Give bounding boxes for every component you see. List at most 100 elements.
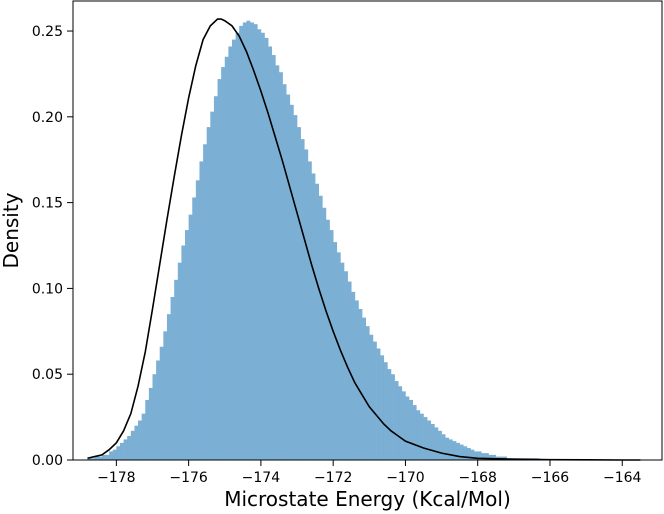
histogram-bar <box>141 413 146 460</box>
x-tick-label: −168 <box>458 470 496 486</box>
histogram-bar <box>430 423 435 460</box>
histogram-bar <box>351 291 356 460</box>
histogram-bar <box>409 399 413 460</box>
histogram-bar <box>235 32 240 461</box>
histogram-bar <box>336 252 341 460</box>
histogram-bar <box>101 454 106 460</box>
histogram-bar <box>383 362 388 460</box>
y-axis-label: Density <box>0 192 23 268</box>
histogram-bar <box>119 442 124 460</box>
histogram-bar <box>441 434 446 460</box>
histogram-bar <box>130 430 135 460</box>
histogram-bar <box>293 115 298 461</box>
histogram-bars <box>87 20 540 461</box>
histogram-bar <box>87 458 92 460</box>
histogram-bar <box>221 67 226 460</box>
histogram-bar <box>264 37 269 460</box>
histogram-bar <box>148 387 153 460</box>
histogram-bar <box>416 410 421 460</box>
histogram-bar <box>423 417 428 460</box>
histogram-bar <box>181 245 186 460</box>
histogram-bar <box>94 456 99 460</box>
histogram-bar <box>116 446 121 460</box>
histogram-bar <box>260 32 265 461</box>
histogram-bar <box>250 22 254 460</box>
histogram-bar <box>239 25 244 460</box>
histogram-bar <box>177 262 182 460</box>
histogram-bar <box>456 442 460 460</box>
histogram-bar <box>448 439 453 460</box>
histogram-bar <box>242 22 247 460</box>
y-tick-label: 0.10 <box>32 281 63 297</box>
histogram-bar <box>123 439 128 460</box>
x-tick-label: −176 <box>169 470 208 486</box>
histogram-bar <box>91 458 95 460</box>
histogram-bar <box>466 447 471 460</box>
histogram-bar <box>434 427 439 460</box>
histogram-bar <box>452 441 457 460</box>
histogram-bar <box>372 341 377 460</box>
plot-frame <box>72 0 663 461</box>
histogram-bar <box>253 24 258 460</box>
y-axis-ticks: 0.00 0.05 0.10 0.15 0.20 0.25 <box>32 24 73 469</box>
histogram-bar <box>470 449 475 460</box>
histogram-bar <box>380 355 385 460</box>
histogram-bar <box>419 413 424 460</box>
histogram-bar <box>152 374 157 460</box>
x-tick-label: −178 <box>97 470 135 486</box>
histogram-bar <box>174 279 179 460</box>
histogram-bar <box>166 314 171 460</box>
y-tick-label: 0.25 <box>32 24 63 40</box>
histogram-bar <box>315 183 320 461</box>
histogram-bar <box>206 127 211 461</box>
histogram-bar <box>228 46 233 460</box>
histogram-bar <box>257 29 262 461</box>
histogram-bar <box>365 326 370 460</box>
histogram-bar <box>188 214 193 460</box>
histogram-bar <box>210 111 215 461</box>
histogram-bar <box>195 180 200 460</box>
histogram-bar <box>156 360 161 460</box>
histogram-bar <box>322 207 327 460</box>
y-tick-label: 0.05 <box>32 367 63 383</box>
histogram-bar <box>459 444 464 460</box>
histogram-bar <box>405 396 410 460</box>
fitted-density-curve <box>87 18 641 461</box>
histogram-bar <box>358 309 363 460</box>
histogram-bar <box>192 197 197 460</box>
histogram-bar <box>199 161 204 460</box>
histogram-bar <box>224 56 229 461</box>
histogram-bar <box>387 369 392 460</box>
histogram-bar <box>138 420 142 460</box>
histogram-bar <box>437 430 442 460</box>
histogram-bar <box>304 149 309 461</box>
x-tick-label: −172 <box>314 470 352 486</box>
histogram-bar <box>344 271 348 460</box>
histogram-bar <box>325 219 330 460</box>
histogram-bar <box>390 374 395 460</box>
histogram-bar <box>427 420 432 460</box>
histogram-bar <box>217 79 222 460</box>
x-axis-label: Microstate Energy (Kcal/Mol) <box>224 487 511 511</box>
histogram-bar <box>412 405 417 460</box>
histogram-bar <box>492 454 497 460</box>
histogram-bar <box>289 104 294 460</box>
histogram-bar <box>369 334 374 460</box>
histogram-bar <box>213 96 218 460</box>
x-tick-label: −170 <box>386 470 424 486</box>
y-tick-label: 0.20 <box>32 110 63 126</box>
histogram-bar <box>445 437 450 460</box>
histogram-bar <box>329 230 334 460</box>
histogram-bar <box>127 435 132 460</box>
histogram-bar <box>297 127 301 461</box>
histogram-bar <box>488 454 493 460</box>
x-axis-ticks: −178 −176 −174 −172 −170 −168 −166 −164 <box>97 460 642 486</box>
histogram-bar <box>463 446 468 460</box>
histogram-bar <box>134 425 139 460</box>
histogram-bar <box>112 449 117 460</box>
histogram-bar <box>286 94 291 461</box>
y-tick-label: 0.00 <box>32 453 63 469</box>
histogram-bar <box>354 300 359 460</box>
